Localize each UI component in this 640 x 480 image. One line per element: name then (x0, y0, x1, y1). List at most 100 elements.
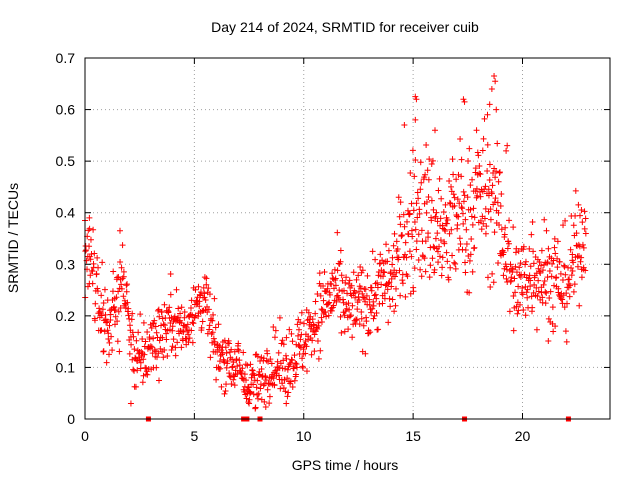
data-point (454, 196, 461, 203)
data-point (516, 301, 523, 308)
data-point (180, 328, 187, 335)
data-point (166, 304, 173, 311)
data-point (428, 197, 435, 204)
data-point (158, 309, 165, 316)
data-point (136, 356, 143, 363)
data-point (549, 260, 556, 267)
data-point (83, 247, 90, 254)
data-point (221, 359, 228, 366)
data-point (580, 244, 587, 251)
x-tick-label: 10 (296, 428, 312, 444)
data-point (238, 370, 245, 377)
data-point (395, 254, 402, 261)
data-point (549, 304, 556, 311)
data-point (545, 338, 552, 345)
data-point (106, 322, 113, 329)
data-point (123, 282, 130, 289)
data-point (561, 263, 568, 270)
data-point (274, 363, 281, 370)
data-point (348, 282, 355, 289)
data-point (300, 346, 307, 353)
data-point (535, 288, 542, 295)
data-point (434, 248, 441, 255)
data-point (117, 227, 123, 234)
data-point (262, 404, 269, 411)
data-point (456, 200, 463, 207)
data-point (408, 253, 415, 260)
data-point (181, 314, 188, 321)
data-point (566, 276, 573, 283)
data-point (104, 327, 111, 334)
data-point (441, 240, 448, 247)
data-point (406, 210, 413, 217)
data-point (392, 285, 399, 292)
data-point (432, 213, 439, 220)
data-point (289, 383, 296, 390)
data-point (369, 248, 376, 255)
data-point (373, 309, 380, 316)
data-point (414, 214, 421, 221)
data-point (222, 388, 229, 395)
data-point (467, 206, 474, 213)
data-point (233, 356, 240, 363)
data-point (539, 294, 546, 301)
data-point (484, 141, 491, 148)
data-point (124, 299, 131, 306)
data-point (503, 147, 510, 154)
y-tick-label: 0.2 (56, 308, 76, 324)
data-point (385, 319, 392, 326)
data-point (569, 267, 576, 274)
data-point (542, 300, 549, 307)
data-point (129, 310, 136, 317)
data-point (556, 258, 563, 265)
data-point (235, 347, 242, 354)
data-point (439, 264, 446, 271)
data-point (189, 319, 196, 326)
data-point (295, 326, 302, 333)
data-point (125, 312, 132, 319)
data-point (563, 290, 570, 297)
data-point (512, 289, 519, 296)
data-point (169, 323, 176, 330)
data-point (560, 222, 567, 229)
data-point (493, 106, 500, 113)
data-point (508, 274, 515, 281)
data-point (410, 288, 417, 295)
data-point (100, 348, 107, 355)
data-point (444, 216, 451, 223)
data-point (507, 278, 514, 285)
data-point (540, 281, 547, 288)
data-point (414, 189, 421, 196)
data-point (544, 274, 551, 281)
data-point (311, 348, 318, 355)
data-point (520, 307, 527, 314)
data-point (393, 269, 400, 276)
data-point (459, 210, 466, 217)
data-point (500, 249, 507, 256)
data-point (523, 289, 530, 296)
data-point (282, 365, 289, 372)
data-point (374, 279, 381, 286)
data-point (257, 385, 264, 392)
data-point (394, 245, 401, 252)
data-point (217, 352, 224, 359)
data-point (291, 352, 298, 359)
data-point (186, 335, 193, 342)
data-point (274, 358, 281, 365)
data-point (482, 183, 489, 190)
data-point (467, 182, 474, 189)
data-point (516, 264, 523, 271)
data-point (315, 355, 322, 362)
data-point (422, 268, 429, 275)
data-point (507, 261, 514, 268)
data-point (454, 221, 461, 228)
data-point (309, 316, 316, 323)
data-point (254, 395, 261, 402)
data-point (331, 285, 338, 292)
data-point (89, 268, 96, 275)
data-point (415, 231, 422, 238)
data-point (539, 267, 546, 274)
data-point (484, 111, 491, 118)
data-point (485, 186, 492, 193)
data-point (250, 381, 257, 388)
